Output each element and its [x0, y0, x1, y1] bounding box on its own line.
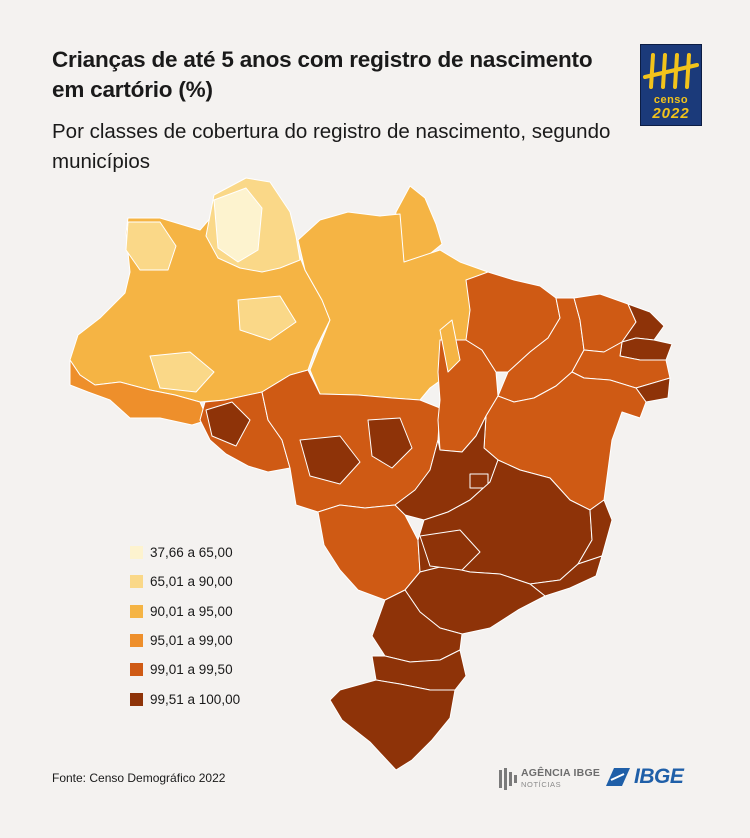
municipality-patch — [213, 187, 263, 263]
municipality-patch — [367, 417, 413, 469]
map-subtitle: Por classes de cobertura do registro de … — [52, 120, 611, 173]
municipality-patch — [205, 401, 251, 447]
legend-item: 37,66 a 65,00 — [130, 538, 330, 567]
legend-swatch — [130, 663, 143, 677]
legend-item: 99,51 a 100,00 — [130, 684, 330, 713]
map-legend: 37,66 a 65,00 65,01 a 90,00 90,01 a 95,0… — [130, 538, 330, 714]
censo-logo-year: 2022 — [652, 105, 690, 122]
legend-swatch — [130, 692, 143, 706]
map-title: Crianças de até 5 anos com registro de n… — [52, 47, 593, 102]
legend-swatch — [130, 575, 143, 589]
state-region-rs — [329, 679, 456, 771]
legend-item: 65,01 a 90,00 — [130, 567, 330, 596]
municipality-patch — [237, 295, 297, 341]
municipality-patch — [125, 221, 177, 271]
legend-label: 95,01 a 99,00 — [150, 633, 233, 649]
municipality-patch — [439, 319, 461, 373]
legend-label: 99,51 a 100,00 — [150, 691, 241, 707]
tally-marks-icon — [643, 53, 699, 89]
agencia-ibge-text: AGÊNCIA IBGE — [521, 767, 601, 779]
municipality-patch — [419, 529, 481, 571]
state-region-pb — [619, 337, 673, 361]
legend-label: 37,66 a 65,00 — [150, 545, 233, 561]
municipality-patch — [299, 435, 361, 485]
municipality-patch — [149, 351, 215, 393]
agencia-ibge-logo: AGÊNCIA IBGE NOTÍCIAS — [497, 764, 601, 794]
source-note: Fonte: Censo Demográfico 2022 — [52, 771, 226, 785]
ibge-emblem-icon — [606, 768, 630, 786]
legend-label: 99,01 a 99,50 — [150, 662, 233, 678]
legend-item: 90,01 a 95,00 — [130, 597, 330, 626]
ibge-logo: IBGE — [604, 764, 704, 792]
censo-2022-logo: censo 2022 — [640, 44, 702, 126]
agencia-ibge-icon — [499, 768, 517, 790]
legend-label: 65,01 a 90,00 — [150, 574, 233, 590]
legend-swatch — [130, 634, 143, 648]
agencia-noticias-text: NOTÍCIAS — [521, 780, 562, 789]
censo-logo-word: censo — [653, 94, 689, 106]
ibge-wordmark: IBGE — [634, 765, 684, 788]
legend-swatch — [130, 604, 143, 618]
state-region-ms — [317, 504, 421, 601]
legend-item: 95,01 a 99,00 — [130, 626, 330, 655]
legend-label: 90,01 a 95,00 — [150, 603, 233, 619]
legend-swatch — [130, 546, 143, 560]
legend-item: 99,01 a 99,50 — [130, 655, 330, 684]
state-region-rj — [529, 555, 603, 597]
